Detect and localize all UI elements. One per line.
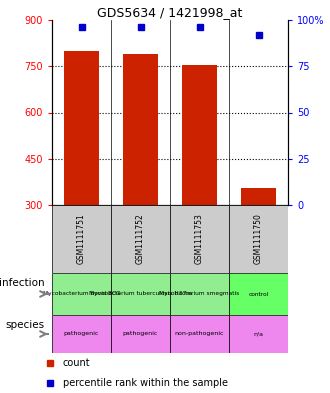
Text: GSM1111752: GSM1111752 <box>136 214 145 264</box>
Text: non-pathogenic: non-pathogenic <box>175 332 224 336</box>
Bar <box>52 273 111 315</box>
Text: species: species <box>6 320 45 329</box>
Bar <box>111 315 170 353</box>
Bar <box>52 315 111 353</box>
Text: GSM1111753: GSM1111753 <box>195 213 204 264</box>
Text: percentile rank within the sample: percentile rank within the sample <box>63 378 228 388</box>
Text: GSM1111750: GSM1111750 <box>254 213 263 264</box>
Bar <box>64 51 99 205</box>
Bar <box>170 273 229 315</box>
Text: pathogenic: pathogenic <box>64 332 99 336</box>
Bar <box>52 205 111 273</box>
Bar <box>111 205 170 273</box>
Text: Mycobacterium tuberculosis H37ra: Mycobacterium tuberculosis H37ra <box>89 292 192 296</box>
Bar <box>241 188 276 205</box>
Title: GDS5634 / 1421998_at: GDS5634 / 1421998_at <box>97 6 243 19</box>
Text: Mycobacterium smegmatis: Mycobacterium smegmatis <box>159 292 240 296</box>
Bar <box>170 205 229 273</box>
Text: control: control <box>248 292 269 296</box>
Bar <box>229 273 288 315</box>
Bar <box>229 315 288 353</box>
Text: pathogenic: pathogenic <box>123 332 158 336</box>
Text: Mycobacterium bovis BCG: Mycobacterium bovis BCG <box>43 292 120 296</box>
Bar <box>229 205 288 273</box>
Bar <box>123 54 158 205</box>
Text: infection: infection <box>0 279 45 288</box>
Text: GSM1111751: GSM1111751 <box>77 214 86 264</box>
Bar <box>182 65 217 205</box>
Bar <box>111 273 170 315</box>
Text: n/a: n/a <box>253 332 263 336</box>
Bar <box>170 315 229 353</box>
Text: count: count <box>63 358 90 367</box>
